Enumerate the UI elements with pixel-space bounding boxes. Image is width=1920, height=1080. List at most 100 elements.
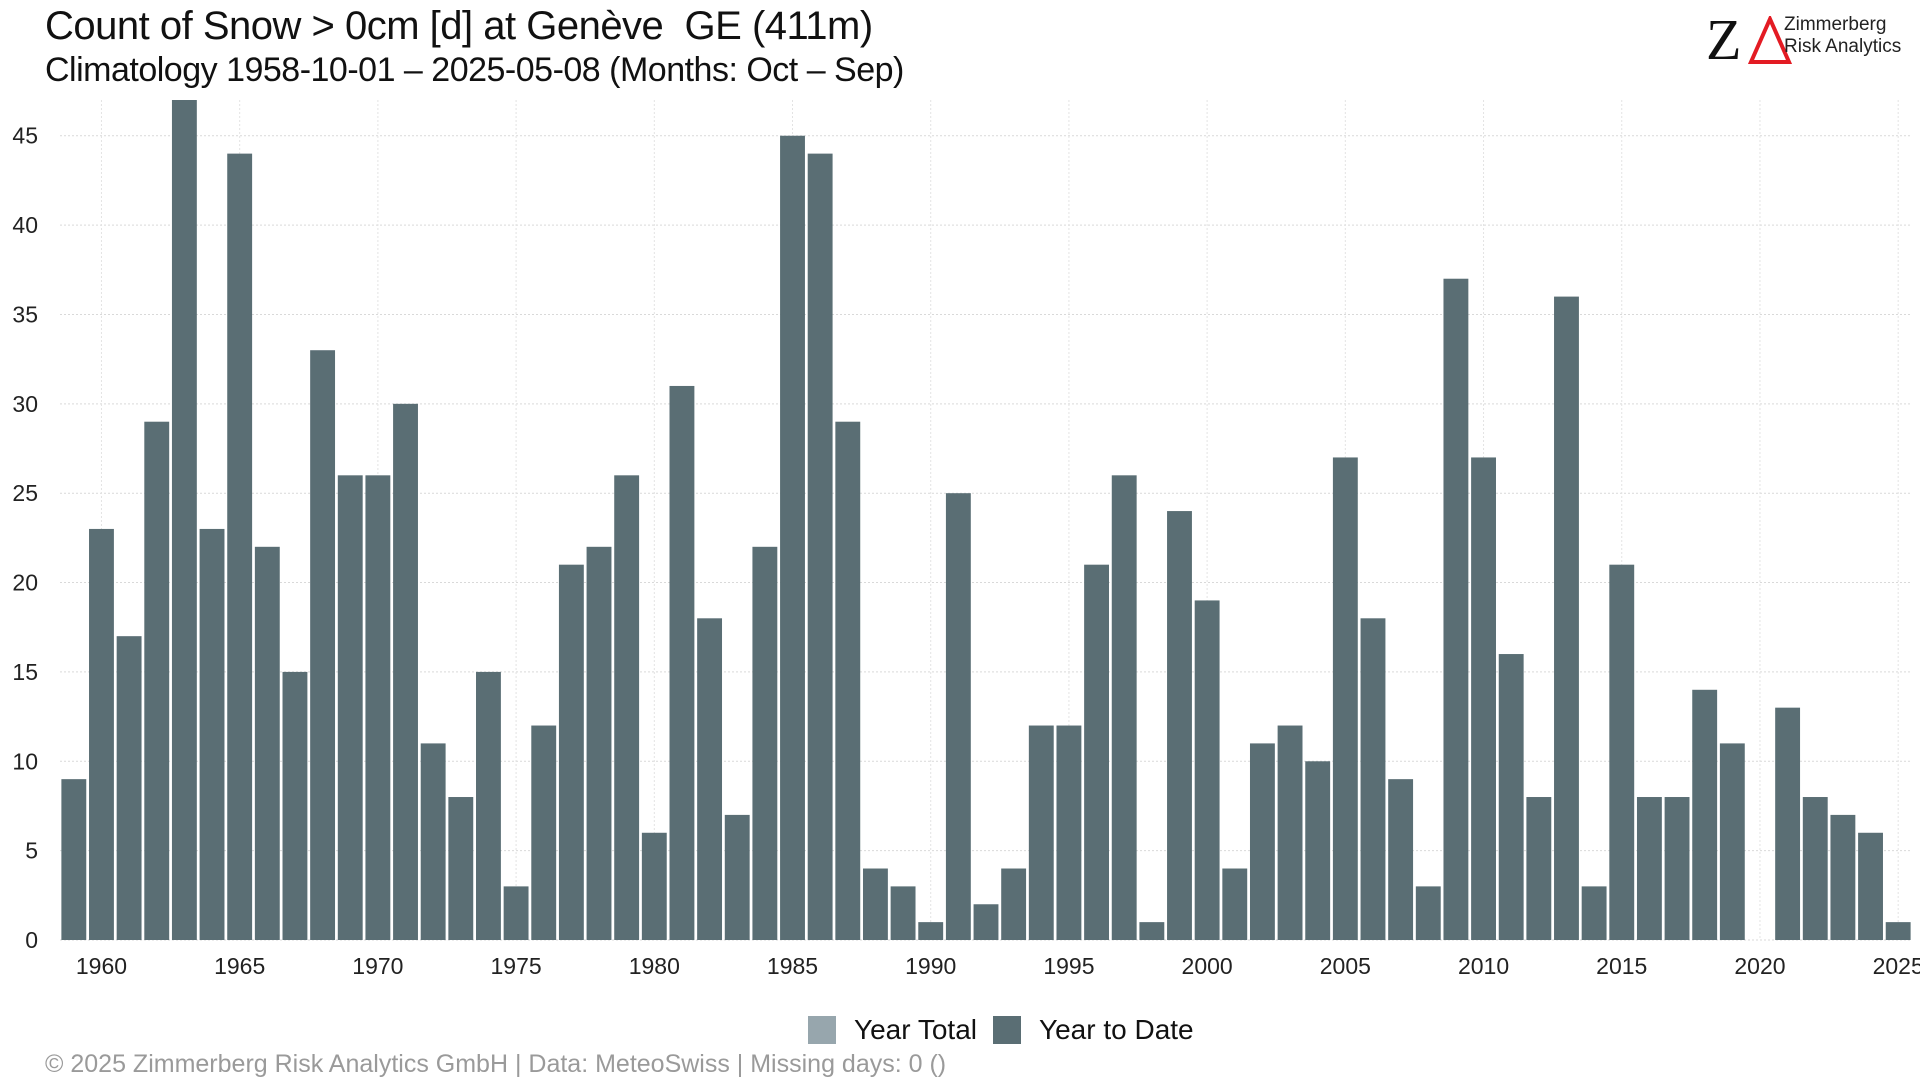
x-tick-label: 1980 xyxy=(629,953,680,979)
y-tick-label: 15 xyxy=(12,659,38,685)
bar-2003 xyxy=(1277,725,1303,940)
y-tick-label: 25 xyxy=(12,480,38,506)
bar-1982 xyxy=(697,618,723,940)
bar-1978 xyxy=(586,546,612,940)
bar-2007 xyxy=(1388,779,1414,940)
legend-label-year-to-date: Year to Date xyxy=(1039,1014,1194,1045)
bar-1967 xyxy=(282,671,308,940)
bar-1995 xyxy=(1056,725,1082,940)
bar-1996 xyxy=(1084,564,1110,940)
x-tick-label: 2010 xyxy=(1458,953,1509,979)
x-tick-label: 1965 xyxy=(214,953,265,979)
bar-1968 xyxy=(310,350,336,940)
legend-item-year-total[interactable]: Year Total xyxy=(808,1014,977,1046)
legend-swatch-year-to-date xyxy=(993,1016,1021,1044)
bar-2014 xyxy=(1581,886,1607,940)
bar-2012 xyxy=(1526,797,1552,940)
bar-2010 xyxy=(1471,457,1496,940)
bar-2013 xyxy=(1554,296,1579,941)
bar-2024 xyxy=(1858,832,1883,940)
bar-1987 xyxy=(835,421,861,940)
bar-2008 xyxy=(1415,886,1441,940)
bar-1991 xyxy=(945,493,971,940)
bar-1989 xyxy=(890,886,916,940)
bar-2011 xyxy=(1498,654,1524,940)
bar-1998 xyxy=(1139,922,1165,940)
bar-2022 xyxy=(1802,797,1828,940)
y-tick-label: 45 xyxy=(12,123,38,149)
legend: Year Total Year to Date xyxy=(808,1014,1210,1046)
bar-2005 xyxy=(1332,457,1358,940)
bar-1960 xyxy=(89,528,114,940)
bar-1999 xyxy=(1167,511,1192,940)
logo-line-2: Risk Analytics xyxy=(1784,36,1902,57)
bar-2001 xyxy=(1222,868,1248,940)
x-tick-label: 2015 xyxy=(1596,953,1647,979)
bar-1976 xyxy=(531,725,557,940)
x-tick-label: 1995 xyxy=(1043,953,1094,979)
bar-2000 xyxy=(1194,600,1220,940)
logo-line-1: Zimmerberg xyxy=(1784,14,1887,35)
x-tick-label: 1960 xyxy=(76,953,127,979)
x-tick-label: 2000 xyxy=(1182,953,1233,979)
bar-2019 xyxy=(1719,743,1745,940)
bar-1994 xyxy=(1028,725,1054,940)
bar-2023 xyxy=(1830,814,1856,940)
y-tick-label: 35 xyxy=(12,301,38,327)
bar-1973 xyxy=(448,797,474,940)
y-tick-label: 30 xyxy=(12,391,38,417)
y-tick-label: 10 xyxy=(12,748,38,774)
bar-1984 xyxy=(752,546,778,940)
bar-1974 xyxy=(476,671,501,940)
triangle-icon xyxy=(1748,16,1792,64)
bar-2015 xyxy=(1609,564,1635,940)
x-axis-ticks: 1960 1965 1970 1975 1980 1985 1990 1995 2000 2005… xyxy=(76,953,1920,979)
bar-1975 xyxy=(503,886,529,940)
footer-credits: © 2025 Zimmerberg Risk Analytics GmbH | … xyxy=(45,1050,947,1078)
y-tick-label: 5 xyxy=(25,838,38,864)
bar-2009 xyxy=(1443,278,1469,941)
y-axis-ticks: 0 5 10 15 20 25 30 35 40 45 xyxy=(12,123,38,953)
chart-title: Count of Snow > 0cm [d] at Genève GE (41… xyxy=(45,4,873,48)
bar-1997 xyxy=(1111,475,1137,940)
bar-1988 xyxy=(862,868,888,940)
bar-1980 xyxy=(641,832,667,940)
x-tick-label: 2020 xyxy=(1734,953,1785,979)
logo-text: Zimmerberg Risk Analytics xyxy=(1784,14,1901,58)
bar-1959 xyxy=(61,779,87,940)
chart-subtitle: Climatology 1958-10-01 – 2025-05-08 (Mon… xyxy=(45,51,904,89)
x-tick-label: 2025 xyxy=(1873,953,1920,979)
bar-1977 xyxy=(558,564,584,940)
x-tick-label: 2005 xyxy=(1320,953,1371,979)
bar-1993 xyxy=(1001,868,1027,940)
legend-item-year-to-date[interactable]: Year to Date xyxy=(993,1014,1194,1046)
bar-1981 xyxy=(669,385,695,940)
bar-1966 xyxy=(254,546,280,940)
bar-1961 xyxy=(116,636,142,940)
y-tick-label: 0 xyxy=(25,927,38,953)
bar-1972 xyxy=(420,743,446,940)
bar-1986 xyxy=(807,153,833,941)
bar-2016 xyxy=(1636,797,1662,940)
x-tick-label: 1975 xyxy=(491,953,542,979)
bars xyxy=(61,100,1911,941)
bar-1970 xyxy=(365,475,391,940)
bar-2002 xyxy=(1249,743,1275,940)
legend-swatch-year-total xyxy=(808,1016,836,1044)
bar-2017 xyxy=(1664,797,1690,940)
bar-1983 xyxy=(724,814,750,940)
x-tick-label: 1990 xyxy=(905,953,956,979)
bar-2021 xyxy=(1775,707,1801,940)
bar-1979 xyxy=(614,475,640,940)
x-tick-label: 1970 xyxy=(352,953,403,979)
bar-1969 xyxy=(337,475,363,940)
bar-1965 xyxy=(227,153,253,941)
bar-1992 xyxy=(973,904,999,940)
bar-1990 xyxy=(918,922,944,940)
logo-mark: Z xyxy=(1706,7,1742,72)
company-logo: Z Zimmerberg Risk Analytics xyxy=(1706,10,1906,70)
bar-1971 xyxy=(393,403,418,940)
bar-1962 xyxy=(144,421,170,940)
bar-2025 xyxy=(1885,922,1911,940)
